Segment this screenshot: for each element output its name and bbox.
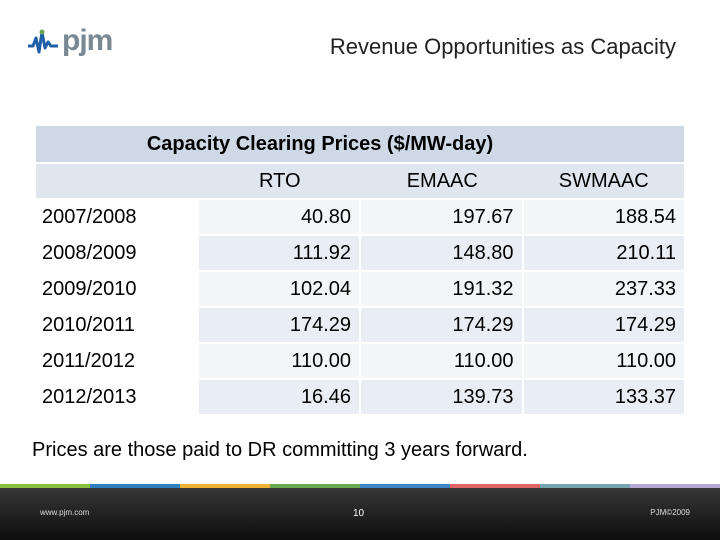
footer-strip-segment [180,484,270,488]
cell-emaac: 148.80 [361,236,524,272]
pjm-logo-icon [28,29,58,54]
cell-emaac: 174.29 [361,308,524,344]
cell-rto: 102.04 [198,272,361,308]
cell-rto: 111.92 [198,236,361,272]
cell-emaac: 139.73 [361,380,524,416]
footnote-text: Prices are those paid to DR committing 3… [32,439,528,461]
footer-strip-segment [630,484,720,488]
row-year: 2012/2013 [36,380,199,416]
cell-rto: 16.46 [198,380,361,416]
table-row: 2009/2010 102.04 191.32 237.33 [36,272,684,308]
footer-website[interactable]: www.pjm.com [40,508,90,517]
table-row: 2007/2008 40.80 197.67 188.54 [36,200,684,236]
table-title-row: Capacity Clearing Prices ($/MW-day) [36,126,684,164]
pjm-logo: pjm [26,24,113,58]
header-swmaac: SWMAAC [523,164,684,200]
cell-swmaac: 133.37 [523,380,684,416]
table-title: Capacity Clearing Prices ($/MW-day) [36,126,684,164]
footer-strip-segment [90,484,180,488]
table-row: 2012/2013 16.46 139.73 133.37 [36,380,684,416]
footer-bar [0,484,720,540]
slide-title: Revenue Opportunities as Capacity [329,34,676,59]
cell-swmaac: 110.00 [523,344,684,380]
footer-copyright: PJM©2009 [650,508,690,517]
cell-swmaac: 174.29 [523,308,684,344]
table-row: 2008/2009 111.92 148.80 210.11 [36,236,684,272]
footer-strip-segment [270,484,360,488]
cell-emaac: 110.00 [361,344,524,380]
row-year: 2008/2009 [36,236,199,272]
footer-strip-segment [450,484,540,488]
table-row: 2011/2012 110.00 110.00 110.00 [36,344,684,380]
header-rto: RTO [198,164,361,200]
footer-color-strip [0,484,720,488]
cell-emaac: 197.67 [361,200,524,236]
cell-swmaac: 188.54 [523,200,684,236]
table-header-row: RTO EMAAC SWMAAC [36,164,684,200]
cell-rto: 110.00 [198,344,361,380]
header-empty-cell [36,164,199,200]
cell-swmaac: 237.33 [523,272,684,308]
logo-text: pjm [62,24,113,57]
page-number: 10 [353,508,365,519]
capacity-prices-table: Capacity Clearing Prices ($/MW-day) RTO … [36,126,684,416]
cell-rto: 40.80 [198,200,361,236]
row-year: 2010/2011 [36,308,199,344]
footer-strip-segment [540,484,630,488]
table-row: 2010/2011 174.29 174.29 174.29 [36,308,684,344]
row-year: 2011/2012 [36,344,199,380]
footer-strip-segment [0,484,90,488]
row-year: 2009/2010 [36,272,199,308]
cell-emaac: 191.32 [361,272,524,308]
header-emaac: EMAAC [361,164,524,200]
cell-swmaac: 210.11 [523,236,684,272]
cell-rto: 174.29 [198,308,361,344]
row-year: 2007/2008 [36,200,199,236]
footer-strip-segment [360,484,450,488]
